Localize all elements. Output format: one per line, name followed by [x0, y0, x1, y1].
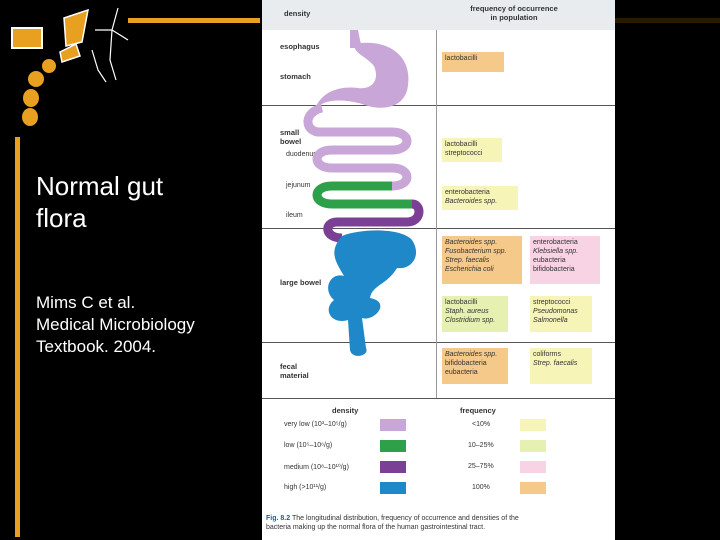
citation-line-1: Mims C et al.	[36, 293, 136, 312]
box-large-b-line-4: bifidobacteria	[533, 266, 575, 273]
box-ileum-line-2: Bacteroides spp.	[445, 198, 498, 205]
top-dark-bar	[615, 18, 720, 23]
caption-text-line-1: The longitudinal distribution, frequency…	[291, 515, 519, 522]
box-large-b-line-3: eubacteria	[533, 257, 566, 264]
box-stomach-line-1: lactobacilli	[445, 55, 478, 62]
legend-density-swatch-2	[380, 440, 406, 452]
box-large-a-line-3: Strep. faecalis	[445, 257, 490, 264]
box-large-a: Bacteroides spp. Fusobacterium spp. Stre…	[442, 236, 522, 284]
citation: Mims C et al. Medical Microbiology Textb…	[36, 292, 256, 358]
gut-flora-figure: density frequency of occurrence in popul…	[262, 0, 615, 540]
label-stomach: stomach	[280, 72, 311, 81]
label-fecal-line-2: material	[280, 371, 309, 380]
separator-large-bowel	[262, 342, 615, 343]
label-duodenum: duodenum	[286, 151, 320, 158]
legend-density-label-1: very low (10³–10⁵/g)	[284, 421, 347, 428]
box-fecal-a: Bacteroides spp. bifidobacteria eubacter…	[442, 348, 508, 384]
title-line-2: flora	[36, 203, 87, 233]
slide-title: Normal gut flora	[36, 170, 246, 234]
citation-line-3: Textbook. 2004.	[36, 337, 157, 356]
box-ileum-line-1: enterobacteria	[445, 189, 490, 196]
box-duodenum-line-2: streptococci	[445, 150, 483, 157]
legend-density-swatch-1	[380, 419, 406, 431]
legend-frequency-swatch-1	[520, 419, 546, 431]
box-duodenum-line-1: lactobacilli	[445, 141, 478, 148]
caption-text-line-2: bacteria making up the normal flora of t…	[266, 524, 486, 531]
box-fecal-b-line-1: coliforms	[533, 351, 562, 358]
label-small-bowel-line-1: small	[280, 128, 300, 137]
gi-tract-drawing	[303, 30, 424, 356]
label-small-bowel: small bowel	[280, 128, 301, 146]
legend-density-swatch-3	[380, 461, 406, 473]
box-fecal-a-line-1: Bacteroides spp.	[445, 351, 498, 358]
box-fecal-a-line-3: eubacteria	[445, 369, 478, 376]
legend-frequency-label-4: 100%	[472, 484, 490, 491]
box-stomach: lactobacilli	[442, 52, 504, 72]
box-large-d-line-1: streptococci	[533, 299, 571, 306]
caption-label: Fig. 8.2	[266, 515, 291, 522]
label-jejunum: jejunum	[286, 182, 311, 189]
legend-frequency-swatch-4	[520, 482, 546, 494]
label-fecal-line-1: fecal	[280, 362, 298, 371]
label-large-bowel: large bowel	[280, 278, 322, 287]
header-frequency-line-2: in population	[490, 13, 538, 22]
header-density: density	[284, 9, 311, 18]
separator-stomach	[262, 105, 615, 106]
separator-small-bowel	[262, 228, 615, 229]
legend-density-swatch-4	[380, 482, 406, 494]
box-duodenum: lactobacilli streptococci	[442, 138, 502, 162]
box-fecal-a-line-2: bifidobacteria	[445, 360, 487, 367]
box-large-d: streptococci Pseudomonas Salmonella	[530, 296, 592, 332]
citation-line-2: Medical Microbiology	[36, 315, 195, 334]
legend-density-label-3: medium (10⁸–10¹⁰/g)	[284, 464, 349, 471]
box-large-c: lactobacilli Staph. aureus Clostridium s…	[442, 296, 508, 332]
legend-frequency-label-3: 25–75%	[468, 463, 494, 470]
top-accent-bar	[128, 18, 260, 23]
box-large-b: enterobacteria Klebsiella spp. eubacteri…	[530, 236, 600, 284]
legend-frequency-swatch-3	[520, 461, 546, 473]
label-ileum: ileum	[286, 212, 303, 219]
column-divider	[436, 30, 437, 398]
box-large-c-line-2: Staph. aureus	[445, 308, 489, 315]
figure-header	[262, 0, 615, 30]
box-large-c-line-1: lactobacilli	[445, 299, 478, 306]
label-fecal-material: fecal material	[280, 362, 309, 380]
figure-caption: Fig. 8.2 The longitudinal distribution, …	[266, 514, 611, 532]
label-esophagus: esophagus	[280, 42, 320, 51]
legend-density-label-2: low (10⁵–10⁶/g)	[284, 442, 333, 449]
box-large-a-line-1: Bacteroides spp.	[445, 239, 498, 246]
separator-legend	[262, 398, 615, 399]
box-large-a-line-2: Fusobacterium spp.	[445, 248, 507, 255]
header-frequency-line-1: frequency of occurrence	[470, 4, 558, 13]
left-accent-bar	[15, 137, 20, 537]
legend-frequency-title: frequency	[460, 406, 496, 415]
box-large-d-line-3: Salmonella	[533, 317, 568, 324]
box-large-c-line-3: Clostridium spp.	[445, 317, 496, 324]
legend-frequency-label-2: 10–25%	[468, 442, 494, 449]
label-small-bowel-line-2: bowel	[280, 137, 302, 146]
box-fecal-b-line-2: Strep. faecalis	[533, 360, 578, 367]
box-fecal-b: coliforms Strep. faecalis	[530, 348, 592, 384]
title-line-1: Normal gut	[36, 171, 164, 201]
header-frequency: frequency of occurrence in population	[464, 4, 564, 22]
logo-graphic	[11, 7, 129, 126]
box-large-a-line-4: Escherichia coli	[445, 266, 494, 273]
legend-frequency-label-1: <10%	[472, 421, 491, 428]
box-ileum: enterobacteria Bacteroides spp.	[442, 186, 518, 210]
box-large-d-line-2: Pseudomonas	[533, 308, 578, 315]
legend-density-title: density	[332, 406, 359, 415]
box-large-b-line-2: Klebsiella spp.	[533, 248, 579, 255]
legend-frequency-swatch-2	[520, 440, 546, 452]
legend-density-label-4: high (>10¹¹/g)	[284, 484, 327, 491]
box-large-b-line-1: enterobacteria	[533, 239, 578, 246]
